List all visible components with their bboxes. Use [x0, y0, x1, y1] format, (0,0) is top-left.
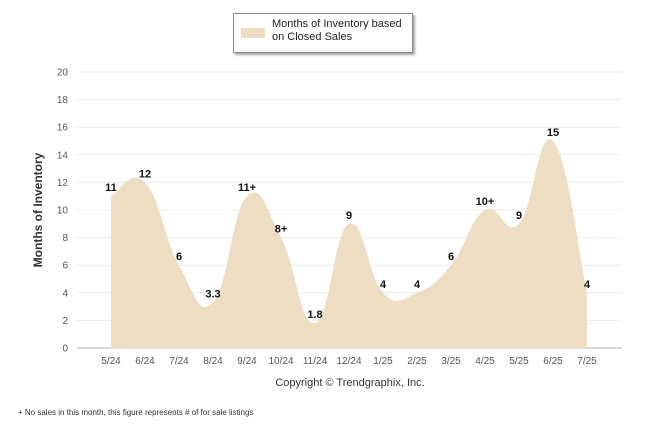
data-label: 11: [105, 182, 117, 194]
data-labels: 11 12 6 3.3 11+ 8+ 1.8 9 4 4 6 10+ 9 15 4: [105, 127, 591, 321]
x-tick-label: 2/25: [407, 356, 427, 367]
x-tick-label: 10/24: [268, 356, 293, 367]
x-tick-label: 11/24: [303, 356, 328, 367]
y-tick-label: 2: [62, 316, 68, 327]
x-tick-label: 7/25: [577, 356, 597, 367]
data-label: 10+: [476, 196, 495, 208]
data-label: 4: [380, 279, 387, 291]
data-label: 9: [346, 210, 352, 222]
footnote: + No sales in this month, this figure re…: [18, 408, 254, 417]
x-tick-label: 6/25: [543, 356, 563, 367]
data-label: 6: [448, 251, 454, 263]
y-axis-ticks: 0 2 4 6 8 10 12 14 16 18 20: [57, 68, 69, 355]
data-label: 8+: [275, 224, 288, 236]
y-tick-label: 14: [57, 150, 69, 161]
area-series: [111, 139, 587, 348]
legend-label: Months of Inventory based on Closed Sale…: [272, 18, 402, 43]
y-tick-label: 20: [57, 68, 69, 79]
x-tick-label: 5/25: [509, 356, 529, 367]
x-tick-label: 4/25: [475, 356, 495, 367]
data-label: 9: [516, 210, 522, 222]
data-label: 4: [414, 279, 421, 291]
x-tick-label: 5/24: [101, 356, 121, 367]
y-tick-label: 12: [57, 178, 69, 189]
x-tick-label: 9/24: [237, 356, 257, 367]
data-label: 3.3: [205, 288, 220, 300]
legend-swatch: [241, 28, 265, 38]
y-tick-label: 18: [57, 95, 69, 106]
y-tick-label: 10: [57, 206, 69, 217]
y-tick-label: 6: [62, 261, 68, 272]
data-label: 6: [176, 251, 182, 263]
x-tick-label: 6/24: [135, 356, 155, 367]
y-tick-label: 0: [62, 344, 68, 355]
x-tick-label: 7/24: [169, 356, 189, 367]
legend: Months of Inventory based on Closed Sale…: [233, 13, 413, 53]
y-tick-label: 8: [62, 233, 68, 244]
x-tick-label: 3/25: [441, 356, 461, 367]
y-tick-label: 4: [62, 288, 68, 299]
y-axis-label: Months of Inventory: [31, 152, 45, 267]
copyright-text: Copyright © Trendgraphix, Inc.: [275, 377, 425, 389]
data-label: 12: [139, 168, 151, 180]
y-tick-label: 16: [57, 123, 69, 134]
data-label: 4: [584, 279, 591, 291]
x-tick-label: 12/24: [336, 356, 361, 367]
data-label: 11+: [238, 182, 256, 194]
x-axis-ticks: 5/24 6/24 7/24 8/24 9/24 10/24 11/24 12/24 1/25 2…: [101, 356, 597, 367]
data-label: 1.8: [307, 309, 322, 321]
x-tick-label: 8/24: [203, 356, 223, 367]
x-tick-label: 1/25: [373, 356, 393, 367]
data-label: 15: [547, 127, 559, 139]
